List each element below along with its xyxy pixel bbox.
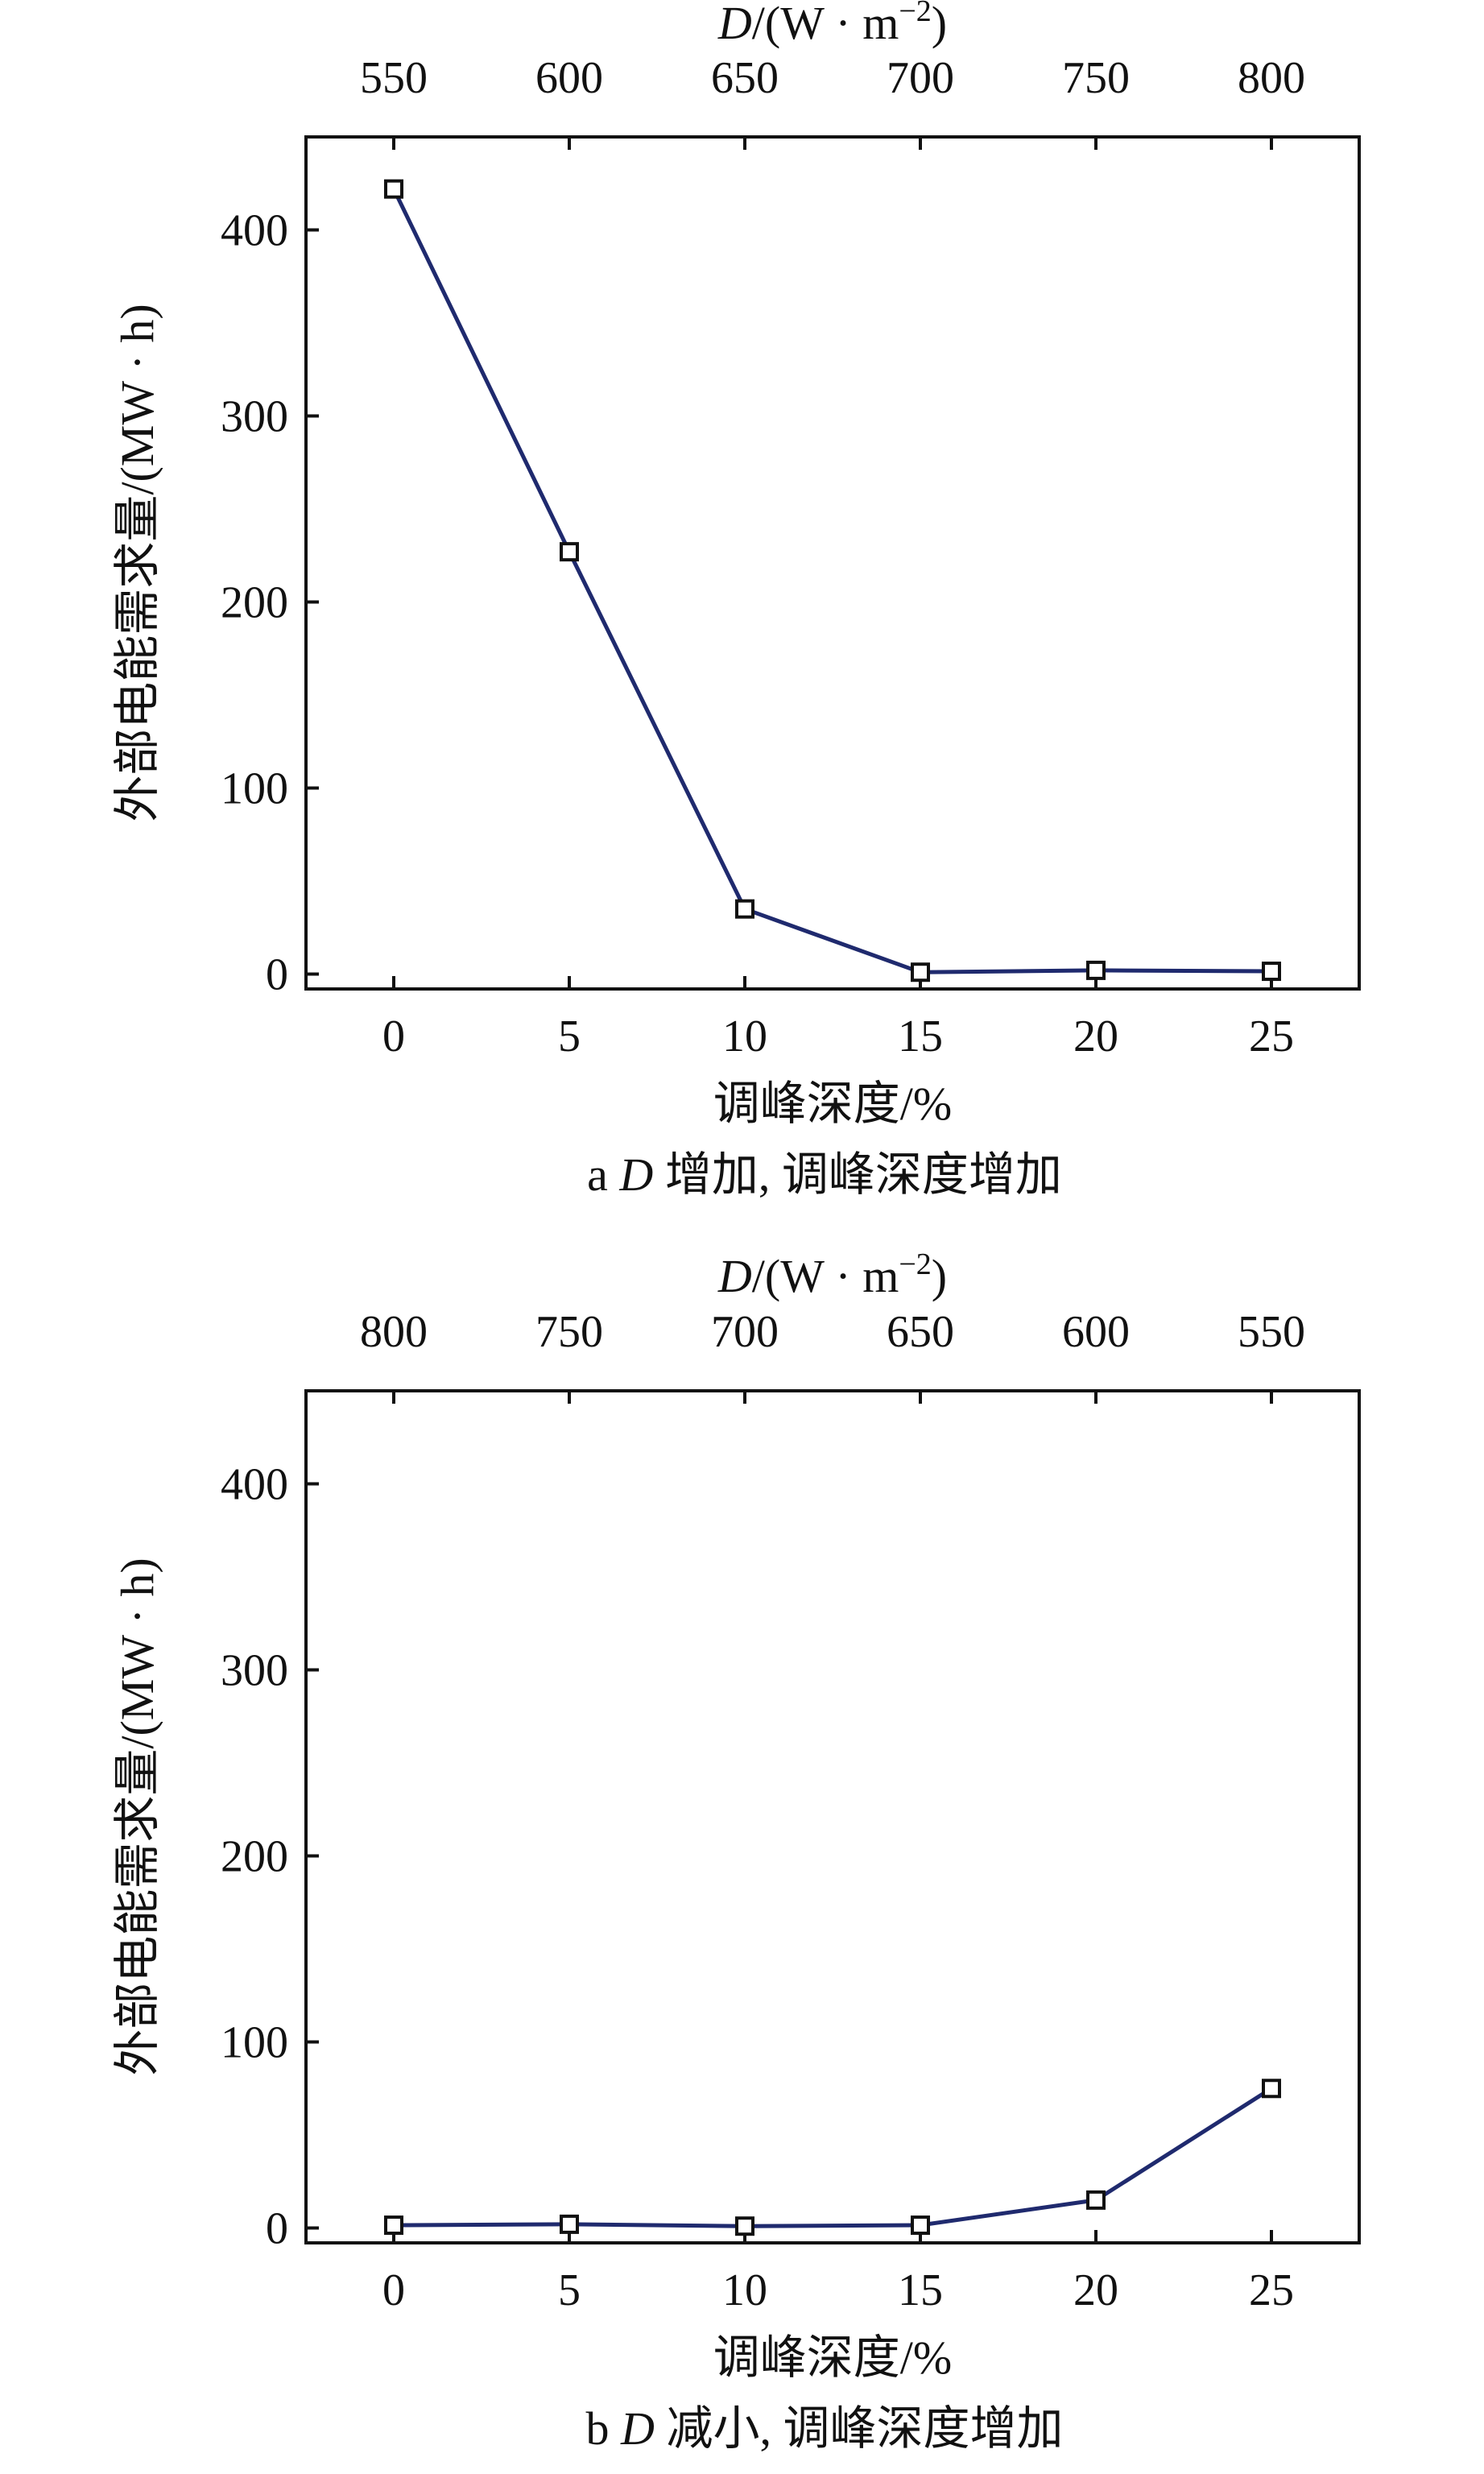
x-tick-label: 20 — [1073, 2265, 1118, 2315]
x2-axis-label: D/(W · m−2) — [717, 0, 947, 49]
y-tick-label: 300 — [221, 1646, 288, 1696]
data-point — [384, 2215, 403, 2236]
y-tick-label: 400 — [221, 1460, 288, 1510]
x-tick-label: 0 — [382, 1012, 405, 1061]
y-tick-label: 200 — [221, 1832, 288, 1882]
plot-frame — [304, 1389, 1361, 2244]
x-tick-label: 10 — [722, 2265, 767, 2315]
y-tick-label: 200 — [221, 578, 288, 628]
series-line — [391, 188, 1272, 974]
data-point — [1262, 962, 1281, 982]
x2-tick-label: 650 — [711, 53, 779, 103]
x2-axis-exponent: −2 — [899, 1247, 931, 1281]
x2-tick-label: 800 — [1238, 53, 1305, 103]
data-point — [1086, 960, 1106, 980]
x2-axis-close: ) — [932, 0, 947, 49]
x-tick-label: 25 — [1249, 1012, 1294, 1061]
caption-letter: a — [587, 1148, 608, 1201]
x2-axis-exponent: −2 — [899, 0, 931, 28]
y-axis-label: 外部电能需求量/(MW · h) — [111, 1558, 163, 2075]
y-tick-label: 100 — [221, 764, 288, 814]
x2-tick-label: 750 — [535, 1307, 603, 1357]
x-axis-label: 调峰深度/% — [713, 2331, 952, 2384]
panel-caption: a D 增加, 调峰深度增加 — [587, 1148, 1062, 1201]
caption-letter: b — [586, 2402, 610, 2455]
x2-tick-label: 550 — [360, 53, 428, 103]
y-axis-label: 外部电能需求量/(MW · h) — [111, 304, 163, 821]
y-tick-label: 400 — [221, 206, 288, 256]
x-tick-label: 5 — [558, 2265, 581, 2315]
data-point — [735, 2216, 754, 2236]
data-point — [384, 179, 403, 199]
x-tick-label: 20 — [1073, 1012, 1118, 1061]
x2-axis-var: D — [717, 0, 752, 49]
x-tick-label: 25 — [1249, 2265, 1294, 2315]
caption-space — [608, 1148, 620, 1201]
data-point — [1086, 2190, 1106, 2210]
y-tick-label: 300 — [221, 392, 288, 442]
y-tick-label: 0 — [266, 950, 288, 1000]
data-point — [735, 899, 754, 919]
caption-var: D — [620, 2402, 655, 2455]
x-tick-label: 10 — [722, 1012, 767, 1061]
x2-axis-unit: /(W · m — [752, 0, 899, 49]
x2-axis-var: D — [717, 1250, 752, 1302]
x2-tick-label: 700 — [887, 53, 954, 103]
chart-panel-a: 0 5 10 15 20 25 550 600 650 700 750 800 0 100 200 300 40… — [111, 0, 1361, 1201]
data-point — [911, 962, 930, 983]
data-point — [560, 542, 579, 562]
x-tick-label: 15 — [898, 2265, 943, 2315]
x2-tick-label: 600 — [535, 53, 603, 103]
x-tick-label: 5 — [558, 1012, 581, 1061]
x-axis-label: 调峰深度/% — [713, 1078, 952, 1130]
x2-tick-label: 600 — [1062, 1307, 1130, 1357]
x2-tick-label: 550 — [1238, 1307, 1305, 1357]
caption-var: D — [618, 1148, 653, 1201]
x2-tick-label: 700 — [711, 1307, 779, 1357]
x-tick-label: 0 — [382, 2265, 405, 2315]
caption-text: 减小, 调峰深度增加 — [655, 2402, 1064, 2455]
x2-tick-label: 800 — [360, 1307, 428, 1357]
x2-axis-close: ) — [932, 1250, 947, 1302]
data-point — [911, 2215, 930, 2236]
plot-frame — [304, 135, 1361, 991]
caption-text: 增加, 调峰深度增加 — [653, 1148, 1062, 1201]
caption-space — [610, 2402, 622, 2455]
y-tick-label: 0 — [266, 2204, 288, 2254]
chart-panel-b: 0 5 10 15 20 25 800 750 700 650 600 550 0 100 200 300 40… — [111, 1247, 1361, 2455]
x2-tick-label: 650 — [887, 1307, 954, 1357]
panel-caption: b D 减小, 调峰深度增加 — [586, 2402, 1064, 2455]
x2-axis-label: D/(W · m−2) — [717, 1247, 947, 1302]
x-tick-label: 15 — [898, 1012, 943, 1061]
series-line — [393, 2087, 1273, 2228]
y-tick-label: 100 — [221, 2018, 288, 2068]
data-point — [560, 2214, 579, 2234]
x2-tick-label: 750 — [1062, 53, 1130, 103]
x2-axis-unit: /(W · m — [752, 1250, 899, 1302]
data-point — [1262, 2079, 1281, 2099]
